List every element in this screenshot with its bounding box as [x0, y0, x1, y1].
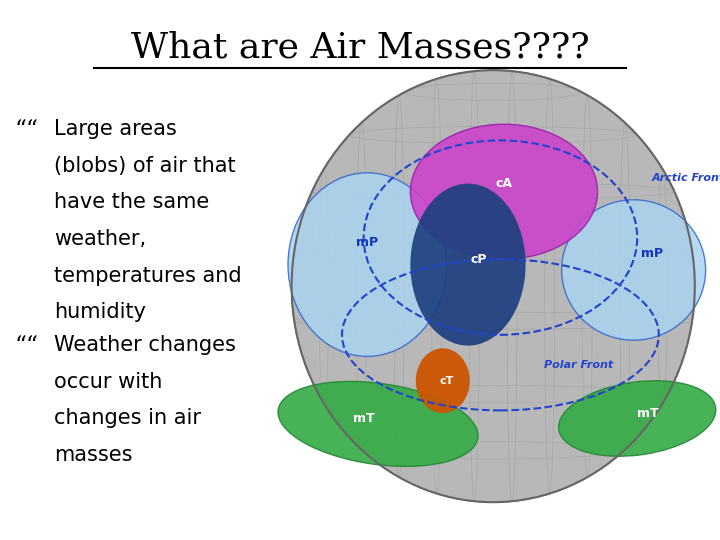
Ellipse shape [288, 173, 446, 356]
Text: weather,: weather, [54, 229, 146, 249]
Text: mT: mT [353, 412, 374, 425]
Ellipse shape [559, 381, 716, 456]
Text: have the same: have the same [54, 192, 210, 212]
Text: Large areas: Large areas [54, 119, 176, 139]
Text: What are Air Masses????: What are Air Masses???? [131, 30, 589, 64]
Text: cT: cT [439, 376, 454, 386]
Text: mP: mP [641, 247, 662, 260]
Text: cP: cP [471, 253, 487, 266]
Text: changes in air: changes in air [54, 408, 201, 428]
Text: cA: cA [495, 177, 513, 190]
Text: (blobs) of air that: (blobs) of air that [54, 156, 235, 176]
Text: Polar Front: Polar Front [544, 360, 613, 369]
Ellipse shape [562, 200, 706, 340]
Text: ““: ““ [14, 119, 38, 142]
Text: masses: masses [54, 445, 132, 465]
Text: occur with: occur with [54, 372, 163, 392]
Text: temperatures and: temperatures and [54, 266, 242, 286]
Text: mP: mP [356, 237, 378, 249]
Text: Arctic Front: Arctic Front [652, 173, 720, 183]
Text: Weather changes: Weather changes [54, 335, 236, 355]
Ellipse shape [410, 124, 598, 259]
Ellipse shape [416, 348, 470, 413]
Text: humidity: humidity [54, 302, 146, 322]
Text: ““: ““ [14, 335, 38, 358]
Ellipse shape [292, 70, 695, 502]
Ellipse shape [410, 184, 526, 346]
Text: mT: mT [637, 407, 659, 420]
Ellipse shape [278, 381, 478, 467]
